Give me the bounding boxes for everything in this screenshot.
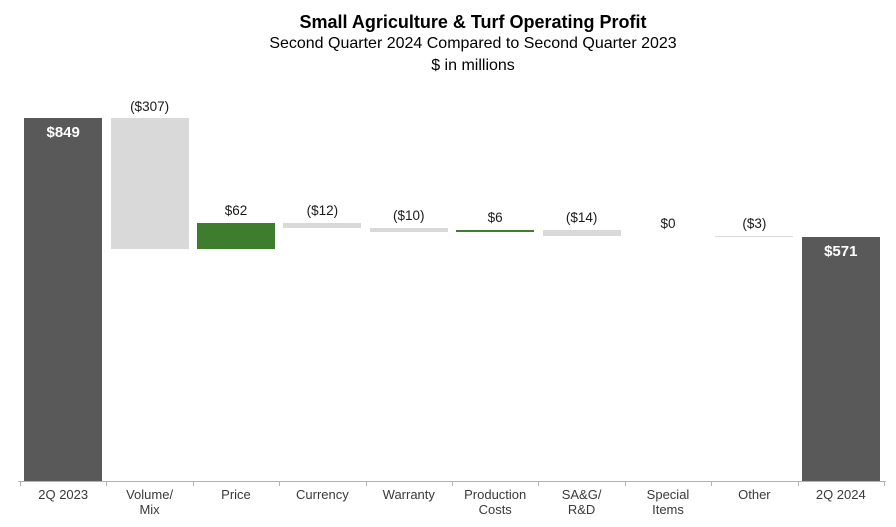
category-label-volume-mix: Volume/ Mix <box>126 487 174 517</box>
bar-sa-g-r-d <box>542 229 621 236</box>
bar-price <box>197 222 275 250</box>
bar-production-costs <box>456 229 535 233</box>
category-label-currency: Currency <box>296 487 349 502</box>
value-label-currency: ($12) <box>306 203 339 219</box>
x-axis-tick <box>624 481 626 486</box>
bar-warranty <box>369 227 448 233</box>
value-label-other: ($3) <box>742 216 767 232</box>
category-label-other: Other <box>738 487 771 502</box>
category-label-production-costs: Production Costs <box>464 487 527 517</box>
category-label-2q-2024: 2Q 2024 <box>815 487 866 502</box>
x-axis-tick <box>279 481 281 486</box>
category-label-price: Price <box>221 487 251 502</box>
chart-subtitle: Second Quarter 2024 Compared to Second Q… <box>269 35 677 52</box>
x-axis-tick <box>884 481 885 486</box>
value-label-sa-g-r-d: ($14) <box>565 210 598 226</box>
category-label-special-items: Special Items <box>646 487 690 517</box>
chart-header: Small Agriculture & Turf Operating Profi… <box>50 11 896 77</box>
value-label-production-costs: $6 <box>487 210 503 226</box>
bar-volume-mix <box>110 118 189 250</box>
x-axis-tick <box>711 481 713 486</box>
category-label-warranty: Warranty <box>382 487 435 502</box>
x-axis-tick <box>452 481 453 486</box>
x-axis-tick <box>797 481 799 486</box>
bar-other <box>715 235 794 237</box>
bar-currency <box>283 222 362 228</box>
chart-title: Small Agriculture & Turf Operating Profi… <box>299 12 647 32</box>
value-label-warranty: ($10) <box>393 208 425 224</box>
x-axis-tick <box>538 481 540 486</box>
chart-units-note: $ in millions <box>431 57 515 74</box>
value-label-price: $62 <box>224 203 248 219</box>
bar-2q-2024 <box>801 236 880 481</box>
x-axis-tick <box>192 481 194 486</box>
value-label-2q-2024: $571 <box>824 242 858 260</box>
value-label-special-items: $0 <box>660 216 676 232</box>
x-axis-tick <box>106 481 108 486</box>
x-axis-tick <box>20 481 21 486</box>
bar-2q-2023 <box>24 118 103 481</box>
value-label-2q-2023: $849 <box>46 124 80 141</box>
category-label-2q-2023: 2Q 2023 <box>38 487 89 502</box>
x-axis-tick <box>365 481 367 486</box>
value-label-volume-mix: ($307) <box>130 98 170 114</box>
category-label-sa-g-r-d: SA&G/ R&D <box>561 487 602 517</box>
